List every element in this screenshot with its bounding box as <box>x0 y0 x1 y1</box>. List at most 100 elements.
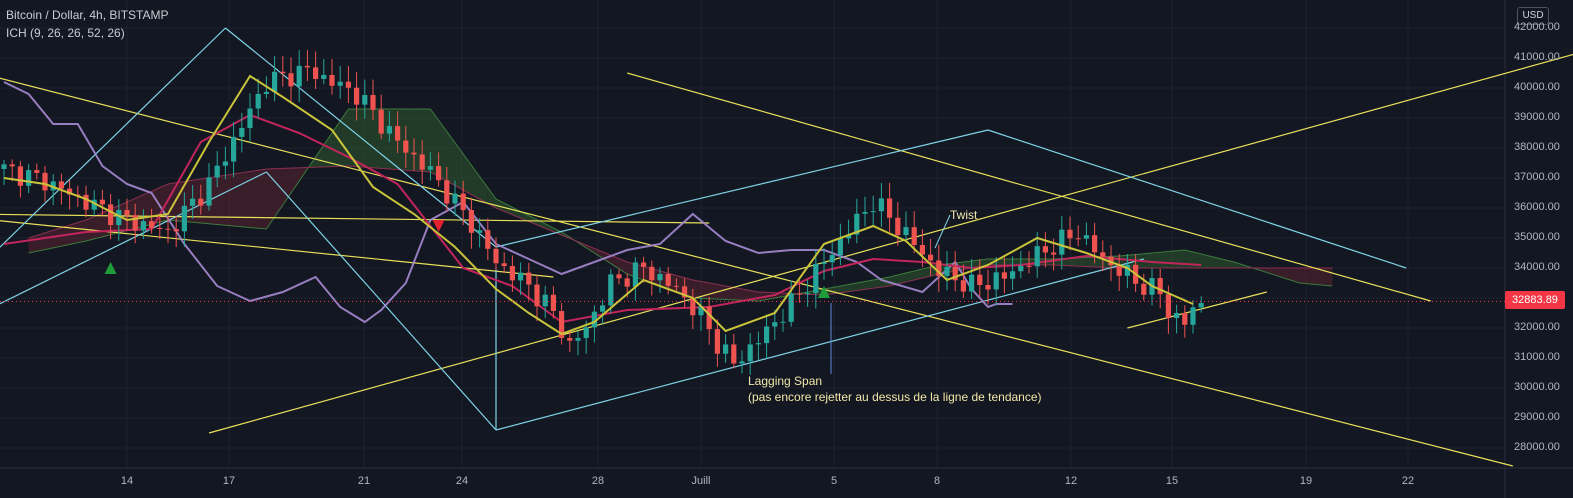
kumo-segment <box>274 168 283 217</box>
candle-body <box>222 161 228 166</box>
kumo-segment <box>709 283 718 300</box>
candle-body <box>805 293 811 295</box>
candle-body <box>723 344 729 354</box>
candle-body <box>288 73 294 87</box>
buy-signal-marker <box>104 262 117 274</box>
candle-body <box>1174 312 1180 319</box>
kumo-segment <box>979 259 988 267</box>
price-tick: 38000.00 <box>1514 141 1560 153</box>
candle-body <box>993 272 999 290</box>
kumo-segment <box>438 120 447 181</box>
candle-body <box>1182 312 1188 325</box>
last-price-tag: 32883.89 <box>1505 291 1565 309</box>
candle-body <box>468 210 474 233</box>
price-tick: 41000.00 <box>1514 51 1560 63</box>
candle-body <box>731 344 737 364</box>
candle-body <box>616 274 622 279</box>
candle-body <box>657 273 663 281</box>
candle-body <box>378 109 384 134</box>
kumo-segment <box>233 172 242 227</box>
time-tick: 21 <box>357 475 371 487</box>
kumo-segment <box>430 109 439 177</box>
time-tick: 12 <box>1064 475 1078 487</box>
candle-body <box>788 293 794 322</box>
candle-body <box>83 194 89 210</box>
candle-body <box>526 272 532 285</box>
kumo-segment <box>1266 268 1275 276</box>
kumo-segment <box>397 109 406 171</box>
candle-body <box>296 65 302 87</box>
price-tick: 30000.00 <box>1514 381 1560 393</box>
candle-body <box>952 266 958 281</box>
kumo-segment <box>594 248 603 259</box>
kumo-segment <box>446 131 455 186</box>
candle-body <box>1100 252 1106 257</box>
candle-body <box>165 228 171 230</box>
kumo-segment <box>389 109 398 170</box>
candle-body <box>837 238 843 256</box>
candle-body <box>321 74 327 79</box>
candle-body <box>534 284 540 307</box>
trend-line <box>208 53 1573 434</box>
candle-body <box>1001 272 1007 279</box>
price-tick: 36000.00 <box>1514 201 1560 213</box>
kumo-segment <box>86 216 95 241</box>
candle-body <box>870 211 876 213</box>
candle-body <box>600 305 606 312</box>
candle-body <box>559 310 565 339</box>
kumo-segment <box>520 211 529 222</box>
candle-body <box>641 262 647 267</box>
currency-badge[interactable]: USD <box>1517 7 1549 25</box>
candle-body <box>42 172 48 191</box>
candle-body <box>747 344 753 362</box>
kumo-segment <box>848 283 857 292</box>
kumo-segment <box>496 199 505 212</box>
kumo-segment <box>537 219 546 229</box>
candle-body <box>1198 303 1204 308</box>
candle-body <box>329 74 335 86</box>
candle-body <box>1067 229 1073 239</box>
kumo-segment <box>1061 258 1070 266</box>
candle-body <box>280 71 286 74</box>
kumo-segment <box>1143 253 1152 268</box>
candle-body <box>682 286 688 298</box>
candle-body <box>714 329 720 354</box>
candle-body <box>403 140 409 153</box>
time-tick: 22 <box>1401 475 1415 487</box>
candle-body <box>108 204 114 226</box>
kumo-segment <box>405 109 414 171</box>
kumo-segment <box>1078 257 1087 267</box>
candle-body <box>1018 265 1024 272</box>
price-tick: 37000.00 <box>1514 171 1560 183</box>
candle-body <box>444 180 450 204</box>
time-tick: 5 <box>830 475 838 487</box>
kumo-segment <box>1283 268 1292 281</box>
kumo-segment <box>487 187 496 208</box>
channel-line <box>0 171 267 305</box>
candle-body <box>337 81 343 86</box>
candle-body <box>354 87 360 105</box>
candle-body <box>263 91 269 94</box>
kumo-segment <box>1217 258 1226 268</box>
candle-body <box>903 227 909 236</box>
candle-body <box>764 326 770 344</box>
candle-body <box>796 293 802 295</box>
candle-body <box>1141 283 1147 295</box>
channel-line <box>495 129 989 248</box>
candle-body <box>436 166 442 181</box>
price-tick: 29000.00 <box>1514 411 1560 423</box>
kumo-segment <box>545 223 554 232</box>
candle-body <box>362 95 368 105</box>
candle-body <box>1010 271 1016 279</box>
candle-body <box>813 263 819 294</box>
candle-body <box>116 209 122 226</box>
candle-body <box>755 343 761 345</box>
candle-body <box>542 294 548 307</box>
indicator-legend[interactable]: ICH (9, 26, 26, 52, 26) <box>6 26 125 40</box>
time-tick: 28 <box>591 475 605 487</box>
candle-body <box>1034 246 1040 267</box>
kumo-segment <box>192 179 201 223</box>
candle-body <box>665 273 671 286</box>
kumo-segment <box>906 271 915 282</box>
